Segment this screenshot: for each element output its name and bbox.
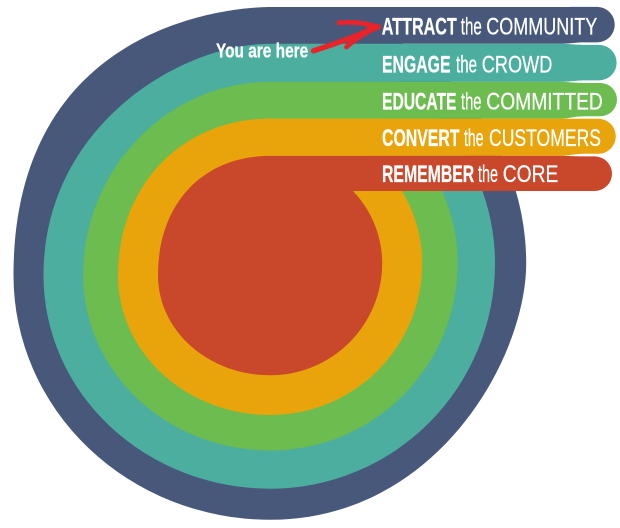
svg-text:You are here: You are here: [216, 39, 308, 62]
svg-text:CONVERT: CONVERT: [382, 125, 460, 152]
svg-text:COMMITTED: COMMITTED: [486, 88, 603, 115]
svg-text:CORE: CORE: [503, 161, 559, 188]
svg-text:the: the: [464, 125, 484, 152]
svg-text:CUSTOMERS: CUSTOMERS: [489, 125, 601, 152]
svg-text:the: the: [461, 14, 482, 41]
svg-text:ATTRACT: ATTRACT: [382, 14, 457, 41]
svg-text:EDUCATE: EDUCATE: [382, 88, 457, 115]
svg-text:the: the: [478, 161, 498, 188]
svg-text:COMMUNITY: COMMUNITY: [486, 14, 597, 41]
svg-text:ENGAGE: ENGAGE: [382, 51, 451, 78]
svg-text:CROWD: CROWD: [482, 51, 553, 78]
svg-text:REMEMBER: REMEMBER: [382, 161, 474, 188]
svg-text:the: the: [456, 51, 477, 78]
svg-text:the: the: [461, 88, 482, 115]
